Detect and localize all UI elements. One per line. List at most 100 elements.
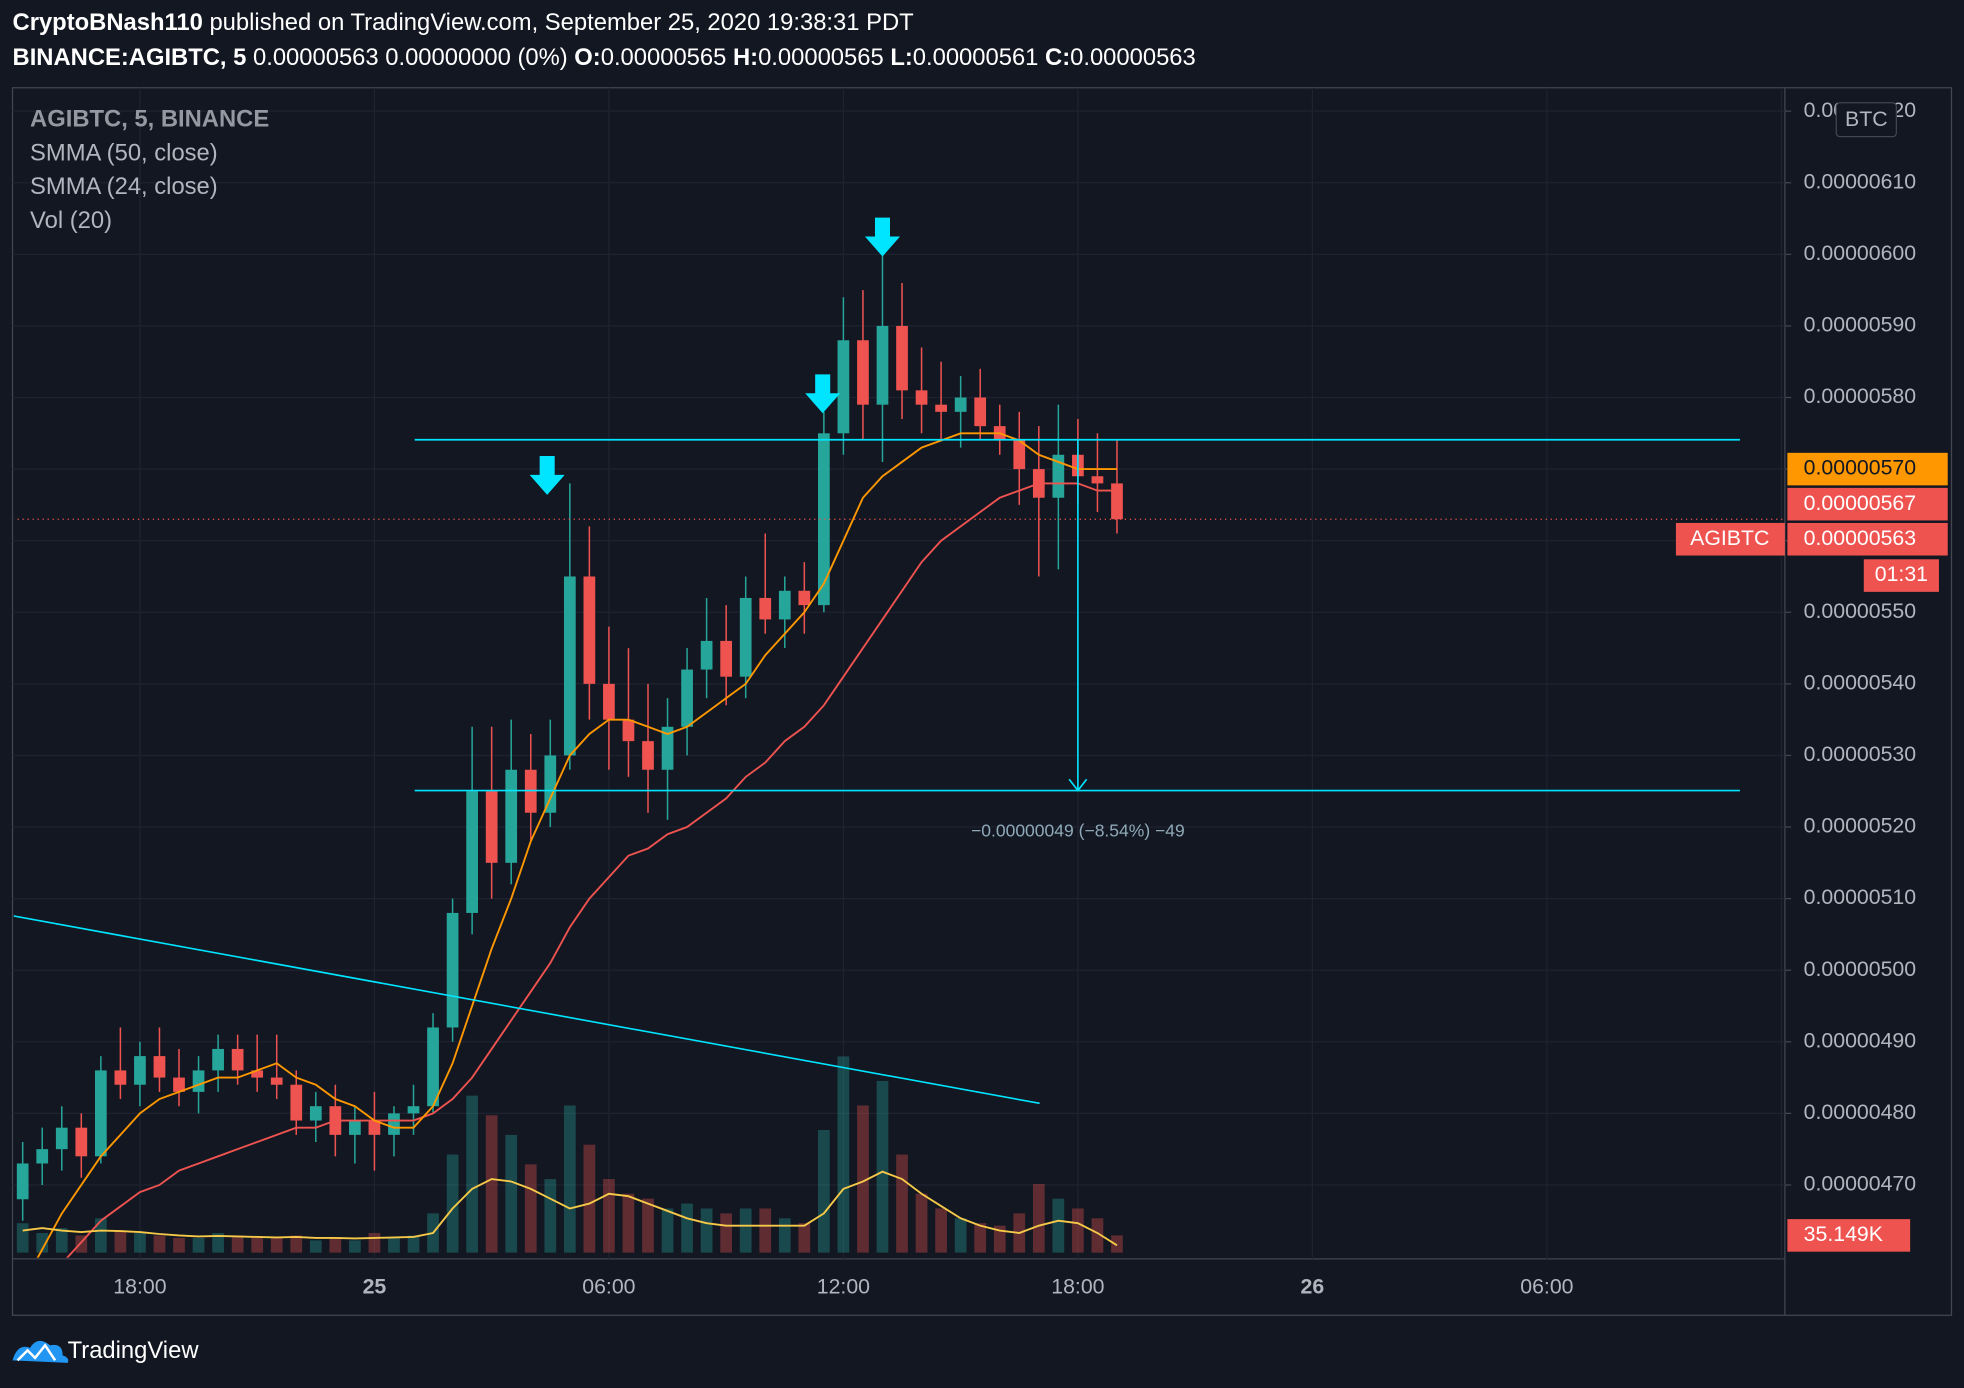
volume-bar [329, 1237, 342, 1253]
candle-body [251, 1070, 264, 1078]
y-tick-label: 0.00000480 [1804, 1100, 1916, 1124]
ohlc-value: 0.00000561 [913, 44, 1045, 71]
measure-label: −0.00000049 (−8.54%) −49 [971, 820, 1185, 840]
grid [12, 87, 1785, 1259]
candle-body [309, 1106, 322, 1121]
candle-body [173, 1077, 185, 1092]
volume-bar [153, 1235, 166, 1253]
candle-body [94, 1070, 107, 1157]
volume-bar [661, 1208, 674, 1253]
volume-bar [192, 1237, 205, 1253]
candle-body [388, 1113, 400, 1135]
candle-body [368, 1120, 381, 1135]
candle-body [876, 325, 889, 405]
volume-bar [954, 1218, 967, 1253]
volume-bar [173, 1237, 185, 1253]
legend: AGIBTC, 5, BINANCE SMMA (50, close) SMMA … [30, 106, 269, 234]
ohlc-value: 0.00000565 [758, 44, 890, 71]
candle-body [36, 1149, 49, 1164]
candle-body [114, 1070, 127, 1085]
countdown: 01:31 [1875, 562, 1928, 586]
x-tick-label: 25 [363, 1274, 387, 1298]
candle-body [778, 590, 791, 620]
volume-bar [1052, 1198, 1065, 1253]
volume-bar [857, 1105, 869, 1253]
y-tick-label: 0.00000470 [1804, 1172, 1916, 1196]
candle-body [700, 640, 713, 670]
candle-body [583, 576, 596, 684]
volume-bar [603, 1179, 615, 1253]
logo-line [16, 1343, 57, 1362]
volume-bar [915, 1193, 928, 1253]
candle-body [681, 669, 693, 727]
volume-bar [583, 1144, 596, 1253]
candle-body [974, 397, 987, 427]
arrow-marker [529, 456, 565, 495]
countdown-box [1863, 559, 1939, 592]
volume-bar [876, 1080, 889, 1253]
author: CryptoBNash110 [13, 9, 203, 36]
volume-bar [94, 1218, 107, 1253]
volume-bar [622, 1193, 635, 1253]
brand: TradingView [68, 1337, 200, 1364]
volume-bar [368, 1233, 381, 1253]
candle-body [661, 726, 674, 770]
volume-bar [563, 1105, 576, 1253]
volume-bar [993, 1225, 1006, 1253]
volume-bar [270, 1237, 283, 1253]
y-tick-label: 0.00000600 [1804, 241, 1916, 265]
x-tick-label: 12:00 [817, 1274, 870, 1298]
candle-body [290, 1084, 303, 1121]
x-tick-label: 18:00 [1051, 1274, 1104, 1298]
candle-body [75, 1127, 88, 1157]
volume-bar [681, 1203, 693, 1253]
footer: TradingView [12, 1337, 200, 1364]
y-tick-label: 0.00000580 [1804, 384, 1916, 408]
volume-bar [114, 1230, 127, 1253]
candle-body [55, 1127, 68, 1150]
price-label: 0.00000567 [1804, 491, 1916, 515]
volume-bar [349, 1240, 361, 1253]
volume-bar [974, 1223, 987, 1253]
y-tick-label: 0.00000540 [1804, 670, 1916, 694]
axes: 0.00000470 0.00000480 0.00000490 0.00000500… [113, 98, 1948, 1298]
volume-bar [837, 1056, 850, 1253]
volume-label-box [1787, 1219, 1911, 1252]
volume-bar [739, 1208, 752, 1253]
plot-area: −0.00000049 (−8.54%) −49 [13, 217, 1784, 1258]
candle-body [954, 397, 967, 412]
volume-bar [720, 1213, 733, 1253]
indicator-line [36, 432, 1117, 1258]
chart-frame [11, 87, 1953, 1316]
candle-body [1111, 483, 1123, 520]
candle-body [935, 404, 947, 412]
volume-bar [485, 1115, 498, 1253]
candle-body [837, 340, 850, 434]
header-line-2: BINANCE:AGIBTC, 5 0.00000563 0.00000000 … [13, 44, 1196, 71]
candle-body [349, 1120, 361, 1135]
candle-body [720, 640, 733, 677]
candle-body [1013, 440, 1026, 470]
volume-bar [231, 1235, 244, 1253]
ohlc-value: 0.00000565 [601, 44, 733, 71]
legend-entry: Vol (20) [30, 207, 112, 234]
candle-body [798, 590, 811, 606]
volume-bar [212, 1233, 224, 1253]
symbol: BINANCE:AGIBTC, 5 [13, 44, 247, 71]
symbol-legend: AGIBTC, 5, BINANCE [30, 106, 269, 133]
candle-body [407, 1106, 420, 1114]
candle-body [1091, 476, 1104, 484]
candle-body [231, 1048, 244, 1071]
candle-body [857, 340, 869, 405]
y-tick-label: 0.00000610 [1804, 169, 1916, 193]
x-tick-label: 06:00 [1520, 1274, 1573, 1298]
indicator-line [65, 482, 1117, 1258]
volume-bar [544, 1179, 557, 1253]
candle-body [16, 1163, 29, 1200]
candle-body [563, 576, 576, 756]
volume-bar [407, 1235, 420, 1253]
volume-bar [55, 1228, 68, 1253]
